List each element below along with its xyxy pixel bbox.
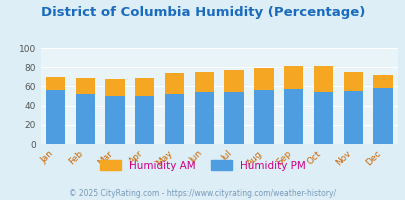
Bar [46,77,65,90]
Text: © 2025 CityRating.com - https://www.cityrating.com/weather-history/: © 2025 CityRating.com - https://www.city… [69,189,336,198]
Bar [313,92,333,144]
Bar [224,92,243,144]
Bar [46,90,65,144]
Text: District of Columbia Humidity (Percentage): District of Columbia Humidity (Percentag… [41,6,364,19]
Bar [343,72,362,91]
Bar [105,79,124,96]
Bar [373,75,392,88]
Bar [135,78,154,96]
Bar [135,96,154,144]
Bar [284,66,303,89]
Bar [75,94,95,144]
Bar [313,66,333,92]
Bar [254,68,273,90]
Legend: Humidity AM, Humidity PM: Humidity AM, Humidity PM [96,156,309,175]
Bar [105,96,124,144]
Bar [194,92,213,144]
Bar [343,91,362,144]
Bar [284,89,303,144]
Bar [164,73,184,94]
Bar [164,94,184,144]
Bar [373,88,392,144]
Bar [194,72,213,92]
Bar [75,78,95,94]
Bar [254,90,273,144]
Bar [224,70,243,92]
